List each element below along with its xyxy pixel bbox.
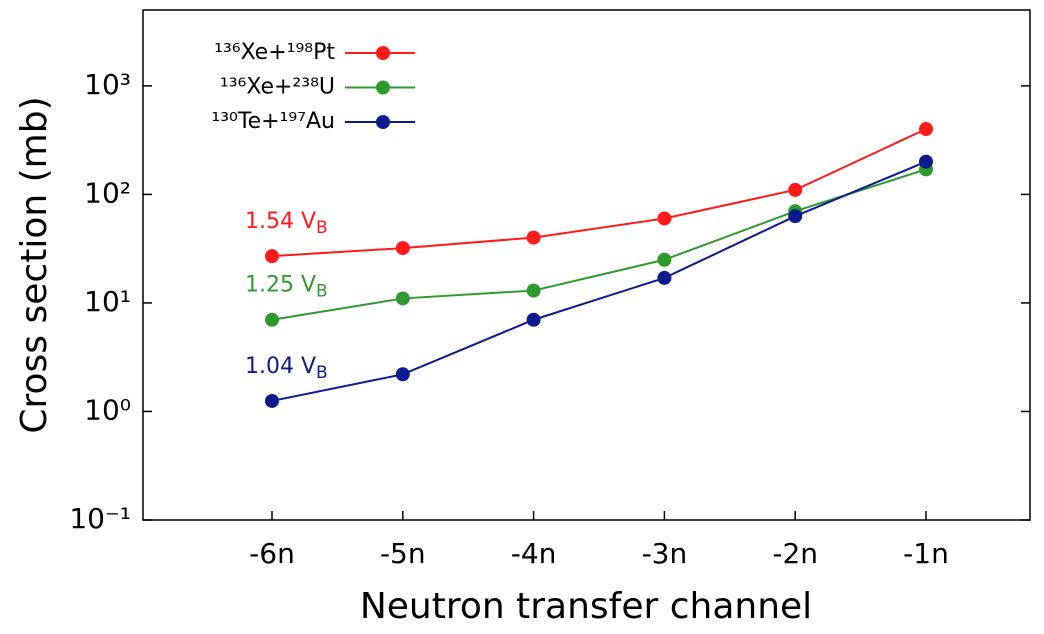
annotation-sub: B	[316, 363, 328, 383]
data-point	[657, 270, 672, 285]
annotation-text: 1.54 V	[245, 209, 316, 234]
data-point	[788, 209, 803, 224]
plot-frame	[142, 9, 1031, 521]
data-point	[526, 230, 541, 245]
x-tick-label: -5n	[380, 537, 426, 570]
x-axis-label: Neutron transfer channel	[360, 586, 812, 627]
data-point	[395, 367, 410, 382]
legend-label: ¹³⁶Xe+²³⁸U	[220, 75, 335, 100]
data-point	[919, 122, 933, 137]
y-tick-label: 10³	[84, 68, 131, 101]
x-tick-label: -2n	[772, 537, 818, 570]
legend-label: ¹³⁰Te+¹⁹⁷Au	[211, 109, 335, 134]
annotation-sub: B	[316, 282, 328, 302]
y-tick-label: 10⁰	[84, 393, 131, 426]
annotation-text: 1.25 V	[245, 273, 316, 298]
annotation: 1.25 VB	[245, 273, 328, 302]
series-line	[271, 128, 927, 258]
legend-marker	[376, 115, 390, 129]
series-line	[271, 168, 927, 321]
data-point	[265, 393, 279, 408]
data-point	[919, 154, 933, 169]
x-tick-label: -4n	[511, 537, 557, 570]
y-tick-label: 10⁻¹	[69, 502, 131, 535]
data-point	[265, 249, 279, 264]
data-point	[657, 252, 672, 267]
x-tick-label: -6n	[249, 537, 295, 570]
data-point	[526, 312, 541, 327]
legend-label: ¹³⁶Xe+¹⁹⁸Pt	[214, 40, 335, 65]
annotation: 1.54 VB	[245, 209, 328, 238]
annotation-text: 1.04 V	[245, 354, 316, 379]
data-point	[395, 241, 410, 256]
data-point	[526, 283, 541, 298]
y-tick-label: 10²	[84, 176, 131, 209]
legend-marker	[376, 46, 390, 60]
y-axis-label: Cross section (mb)	[14, 96, 55, 433]
data-point	[657, 211, 672, 226]
annotation: 1.04 VB	[245, 354, 328, 383]
y-tick-label: 10¹	[84, 285, 131, 318]
annotation-sub: B	[316, 218, 328, 238]
legend-marker	[376, 80, 390, 95]
data-point	[265, 312, 279, 327]
x-tick-label: -3n	[642, 537, 688, 570]
data-point	[395, 291, 410, 306]
series-line	[271, 160, 927, 402]
x-tick-label: -1n	[903, 537, 949, 570]
data-point	[788, 182, 803, 197]
